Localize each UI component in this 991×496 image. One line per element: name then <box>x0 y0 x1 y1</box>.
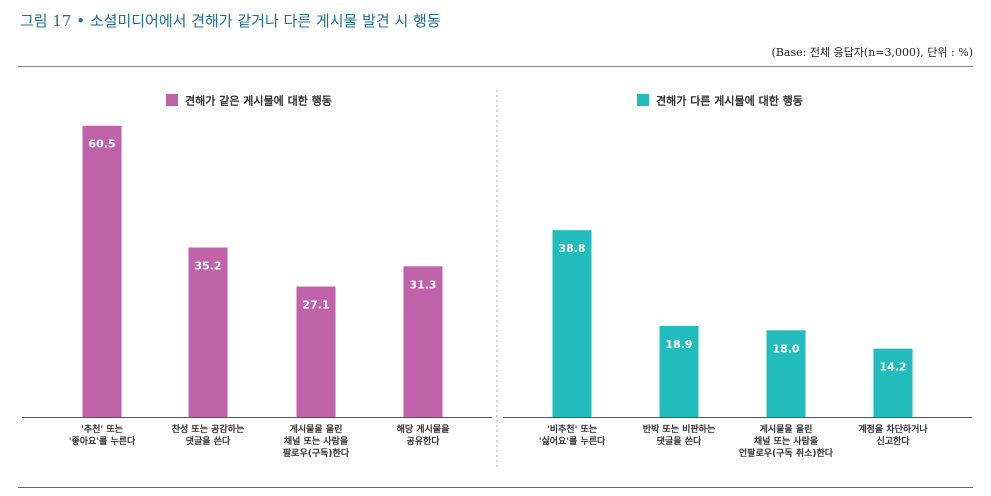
data-label: 14.2 <box>879 361 906 374</box>
legend-label: 견해가 같은 게시물에 대한 행동 <box>185 94 332 108</box>
data-label: 31.3 <box>409 278 436 291</box>
data-label: 18.0 <box>772 342 799 355</box>
category-label: 찬성 또는 공감하는 댓글을 쓴다 <box>172 423 245 447</box>
category-label: 게시물을 올린 채널 또는 사람을 언팔로우(구독 취소)한다 <box>739 423 834 459</box>
legend-label: 견해가 다른 게시물에 대한 행동 <box>656 94 803 108</box>
bar <box>188 247 228 417</box>
data-label: 60.5 <box>88 138 115 151</box>
data-label: 18.9 <box>665 338 692 351</box>
figure-title: 그림 17 • 소셜미디어에서 견해가 같거나 다른 게시물 발견 시 행동 <box>20 12 441 30</box>
bar <box>659 326 699 417</box>
base-note: (Base: 전체 응답자(n=3,000), 단위 : %) <box>771 46 973 59</box>
bar <box>296 286 336 417</box>
bar <box>82 125 122 417</box>
category-label: '추천' 또는 '좋아요'를 누른다 <box>69 423 136 447</box>
category-label: '비추천' 또는 '싫어요'를 누른다 <box>539 423 606 447</box>
bar <box>552 230 592 417</box>
category-label: 계정을 차단하거나 신고한다 <box>858 423 928 447</box>
category-label: 반박 또는 비판하는 댓글을 쓴다 <box>643 423 716 447</box>
data-label: 38.8 <box>558 242 585 255</box>
category-label: 해당 게시물을 공유한다 <box>397 423 450 447</box>
category-label: 게시물을 올린 채널 또는 사람을 팔로우(구독)한다 <box>283 423 350 459</box>
legend-swatch <box>166 94 178 106</box>
bar <box>403 266 443 417</box>
data-label: 27.1 <box>302 299 329 312</box>
top-rule <box>18 66 973 67</box>
legend-swatch <box>637 94 649 106</box>
data-label: 35.2 <box>194 260 221 273</box>
bar <box>873 348 913 417</box>
bottom-rule <box>18 487 973 488</box>
bar <box>766 330 806 417</box>
